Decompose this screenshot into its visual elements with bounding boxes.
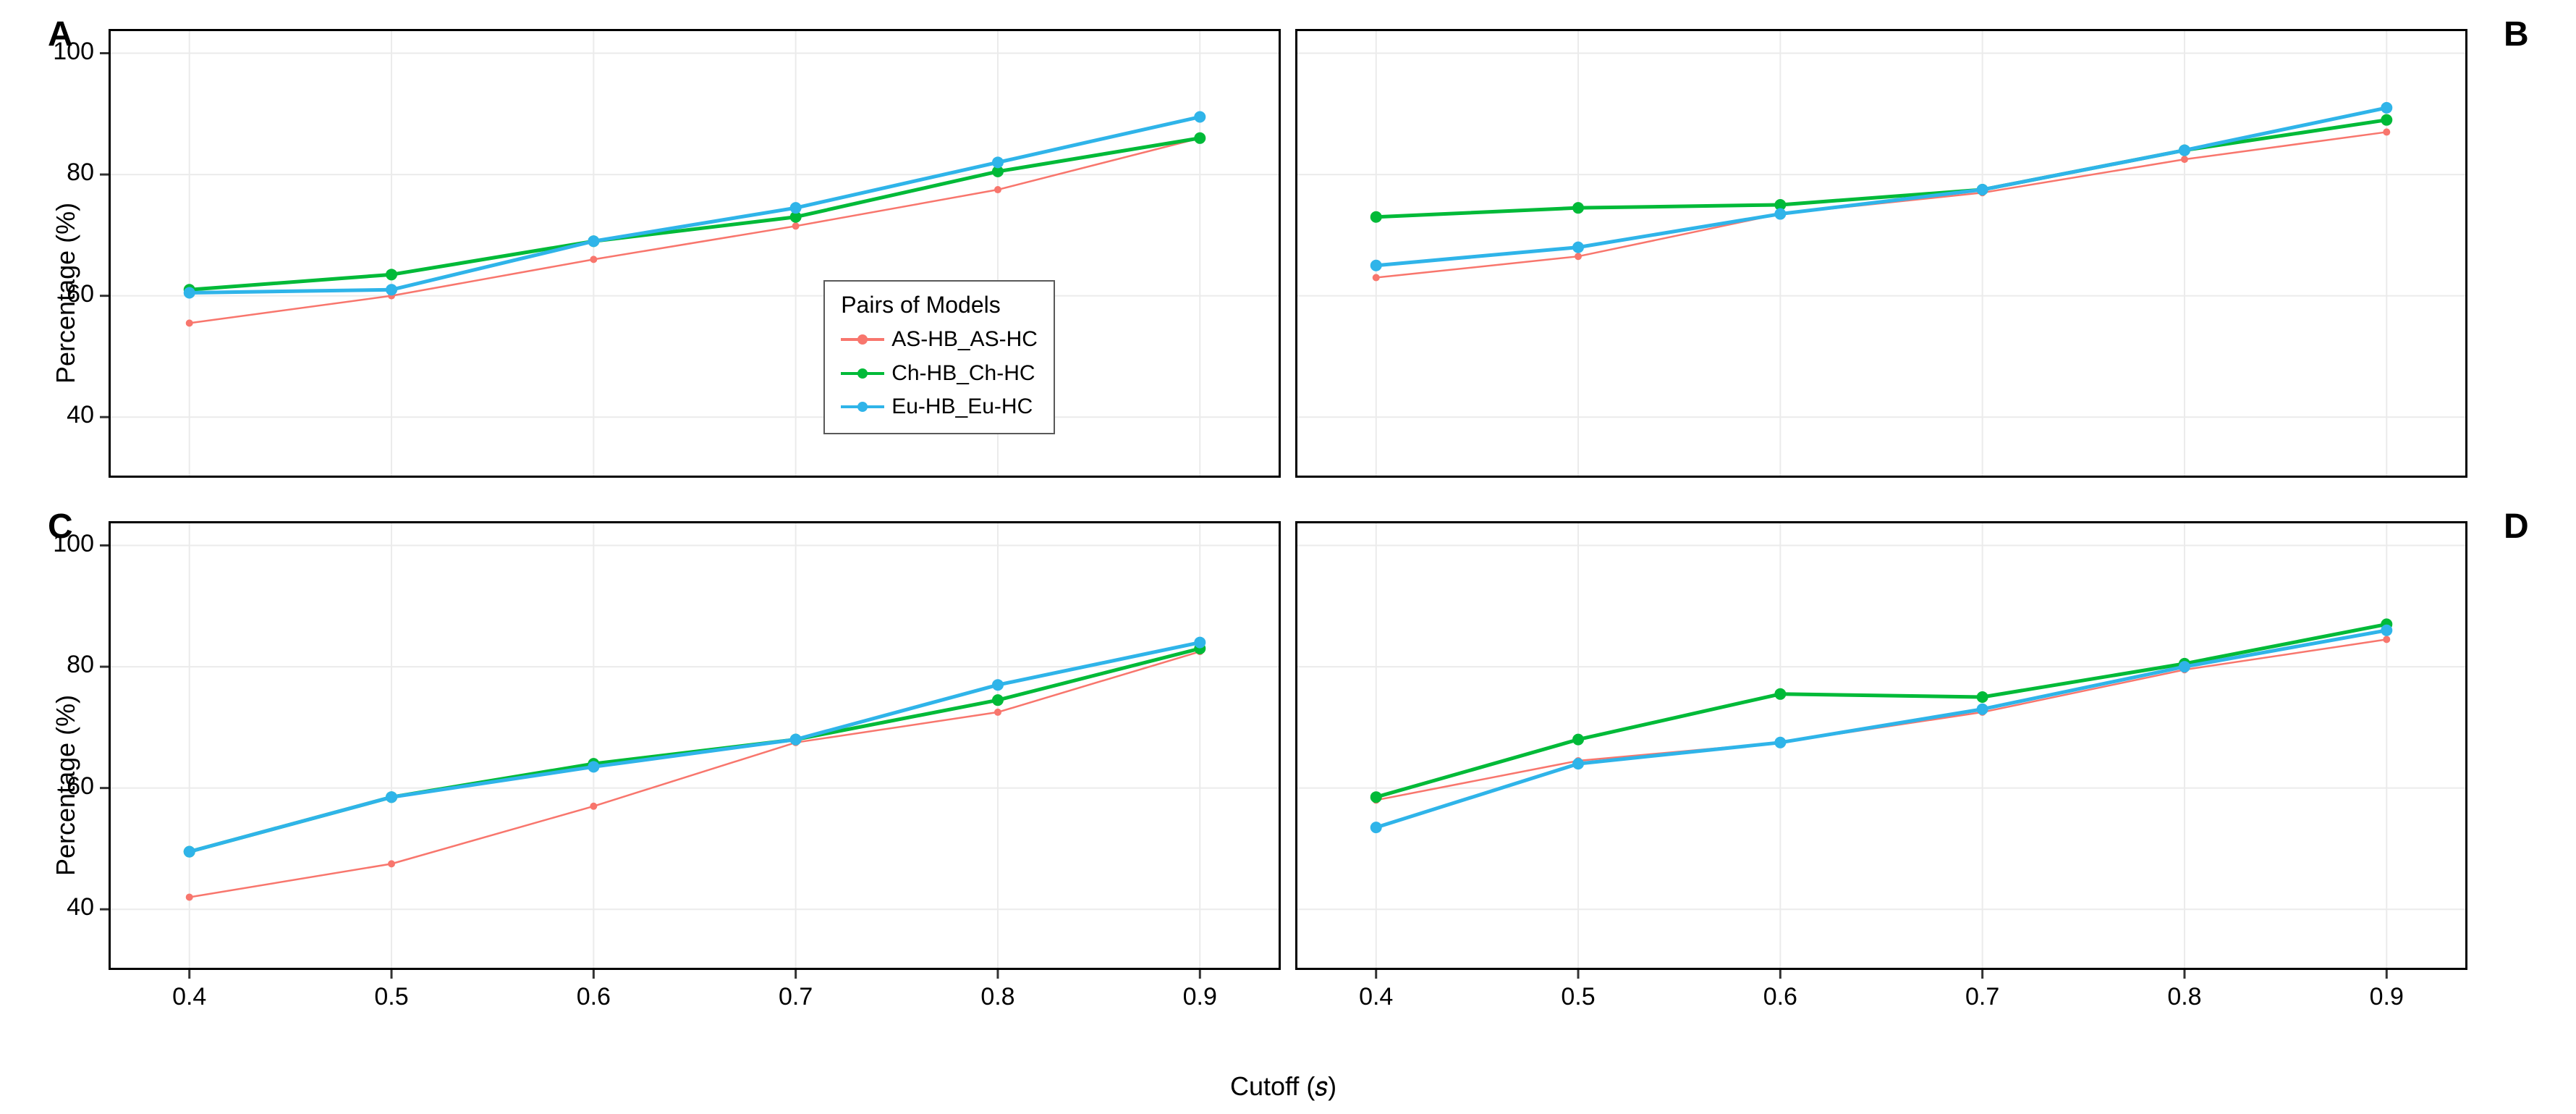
legend-label: Eu-HB_Eu-HC bbox=[891, 390, 1033, 424]
series-point bbox=[1774, 737, 1786, 748]
legend-swatch-icon bbox=[841, 372, 884, 375]
y-tick-label: 40 bbox=[36, 893, 94, 921]
series-point bbox=[186, 319, 193, 326]
x-axis-title: Cutoff (𝑠) bbox=[1230, 1071, 1336, 1102]
series-point bbox=[2381, 114, 2392, 126]
series-point bbox=[386, 284, 397, 295]
legend: Pairs of Models AS-HB_AS-HCCh-HB_Ch-HCEu… bbox=[823, 280, 1055, 434]
series-point bbox=[1572, 242, 1584, 253]
x-tick-label: 0.4 bbox=[1347, 983, 1405, 1011]
series-point bbox=[992, 679, 1004, 691]
series-point bbox=[1194, 132, 1206, 144]
x-tick-label: 0.6 bbox=[1751, 983, 1809, 1011]
x-tick-label: 0.5 bbox=[363, 983, 420, 1011]
series-point bbox=[386, 791, 397, 803]
y-tick-label: 100 bbox=[36, 38, 94, 66]
series-point bbox=[2383, 636, 2390, 643]
legend-item: Eu-HB_Eu-HC bbox=[841, 390, 1038, 424]
y-tick-label: 80 bbox=[36, 159, 94, 187]
series-point bbox=[186, 893, 193, 900]
panel-a-svg bbox=[109, 29, 1281, 478]
series-point bbox=[994, 186, 1001, 193]
panel-d-svg bbox=[1295, 521, 2467, 980]
series-point bbox=[1370, 822, 1382, 833]
series-point bbox=[1572, 758, 1584, 769]
series-point bbox=[388, 860, 395, 867]
series-point bbox=[590, 256, 597, 263]
series-point bbox=[588, 235, 599, 247]
x-tick-label: 0.9 bbox=[2357, 983, 2415, 1011]
series-point bbox=[1575, 253, 1582, 260]
y-tick-label: 100 bbox=[36, 530, 94, 558]
series-point bbox=[1977, 704, 1988, 715]
y-tick-label: 60 bbox=[36, 280, 94, 308]
y-tick-label: 40 bbox=[36, 401, 94, 429]
series-point bbox=[1194, 111, 1206, 122]
legend-swatch-icon bbox=[841, 405, 884, 408]
series-point bbox=[1370, 791, 1382, 803]
series-point bbox=[2381, 625, 2392, 636]
series-point bbox=[1572, 202, 1584, 214]
series-point bbox=[2383, 128, 2390, 135]
legend-item: AS-HB_AS-HC bbox=[841, 323, 1038, 357]
series-point bbox=[1194, 637, 1206, 649]
series-point bbox=[386, 269, 397, 280]
panel-letter-b: B bbox=[2504, 14, 2529, 54]
series-point bbox=[2181, 156, 2188, 163]
x-tick-label: 0.7 bbox=[1954, 983, 2012, 1011]
series-point bbox=[992, 694, 1004, 706]
figure-root: A B C D Percentage (%) Percentage (%) Cu… bbox=[0, 0, 2576, 1114]
x-tick-label: 0.5 bbox=[1549, 983, 1607, 1011]
legend-label: Ch-HB_Ch-HC bbox=[891, 357, 1035, 391]
x-tick-label: 0.6 bbox=[564, 983, 622, 1011]
legend-title: Pairs of Models bbox=[841, 292, 1038, 318]
x-tick-label: 0.9 bbox=[1171, 983, 1229, 1011]
legend-label: AS-HB_AS-HC bbox=[891, 323, 1038, 357]
panel-d bbox=[1295, 521, 2467, 970]
series-point bbox=[790, 202, 802, 214]
series-point bbox=[2179, 661, 2190, 672]
series-point bbox=[992, 156, 1004, 168]
legend-swatch-icon bbox=[841, 338, 884, 341]
series-point bbox=[184, 846, 195, 858]
x-tick-label: 0.8 bbox=[969, 983, 1027, 1011]
y-tick-label: 80 bbox=[36, 651, 94, 679]
series-point bbox=[994, 709, 1001, 716]
x-tick-label: 0.8 bbox=[2156, 983, 2213, 1011]
series-point bbox=[2179, 145, 2190, 156]
series-point bbox=[590, 803, 597, 810]
x-tick-label: 0.4 bbox=[161, 983, 219, 1011]
legend-item: Ch-HB_Ch-HC bbox=[841, 357, 1038, 391]
y-tick-label: 60 bbox=[36, 772, 94, 801]
panel-letter-d: D bbox=[2504, 507, 2529, 547]
series-point bbox=[1572, 734, 1584, 746]
series-point bbox=[2381, 102, 2392, 114]
series-point bbox=[1370, 211, 1382, 223]
series-point bbox=[184, 287, 195, 298]
panel-b-svg bbox=[1295, 29, 2467, 478]
series-point bbox=[792, 222, 800, 229]
series-point bbox=[1774, 208, 1786, 220]
series-point bbox=[790, 734, 802, 746]
series-point bbox=[1977, 184, 1988, 195]
panel-a bbox=[109, 29, 1281, 478]
panel-c bbox=[109, 521, 1281, 970]
series-point bbox=[1370, 260, 1382, 271]
x-tick-label: 0.7 bbox=[767, 983, 825, 1011]
series-point bbox=[1774, 688, 1786, 700]
series-point bbox=[588, 761, 599, 772]
panel-c-svg bbox=[109, 521, 1281, 980]
series-point bbox=[1373, 274, 1380, 282]
series-point bbox=[1977, 691, 1988, 703]
panel-b bbox=[1295, 29, 2467, 478]
